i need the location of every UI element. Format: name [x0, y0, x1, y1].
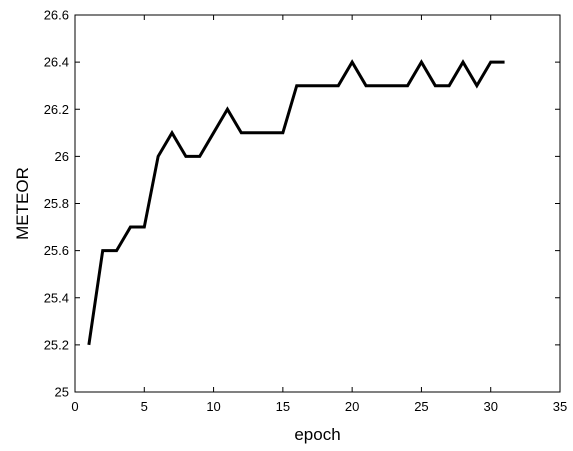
x-tick-label: 25	[414, 399, 428, 414]
x-tick-label: 0	[71, 399, 78, 414]
x-tick-label: 30	[483, 399, 497, 414]
series-layer	[87, 59, 505, 346]
y-tick-label: 25.4	[44, 290, 69, 305]
y-tick-label: 25.8	[44, 196, 69, 211]
x-tick-label: 35	[553, 399, 567, 414]
y-tick-label: 25.2	[44, 337, 69, 352]
tick-labels-layer: 0 5 10 15 20 25 30 35 25 25.2 25.4 25.6 25.8 26 26.2 26…	[44, 8, 568, 415]
x-axis-title: epoch	[294, 425, 340, 444]
x-tick-label: 15	[276, 399, 290, 414]
x-tick-label: 5	[141, 399, 148, 414]
y-tick-label: 25	[55, 385, 69, 400]
y-axis-title: METEOR	[13, 167, 32, 240]
x-tick-label: 20	[345, 399, 359, 414]
x-tick-label: 10	[206, 399, 220, 414]
plot-frame	[74, 14, 561, 393]
y-tick-label: 26.6	[44, 8, 69, 23]
y-tick-label: 26.2	[44, 102, 69, 117]
series-line	[87, 59, 505, 346]
y-tick-label: 26.4	[44, 55, 69, 70]
y-tick-label: 25.6	[44, 243, 69, 258]
y-tick-label: 26	[55, 149, 69, 164]
